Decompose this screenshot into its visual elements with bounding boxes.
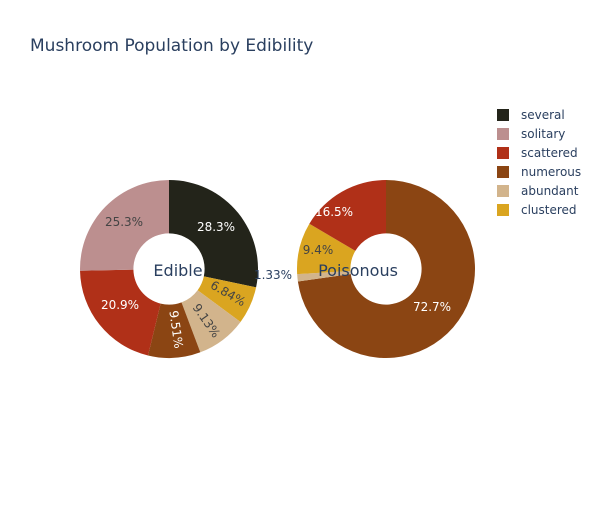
slice-abundant[interactable]: [181, 290, 241, 353]
slice-solitary[interactable]: [80, 180, 169, 271]
legend-item-scattered[interactable]: scattered: [497, 146, 578, 160]
legend-swatch: [497, 166, 509, 178]
pie-center-label: Edible: [153, 261, 202, 280]
slice-label-abundant: 1.33%: [254, 268, 292, 282]
slice-label-numerous: 72.7%: [413, 300, 451, 314]
slice-clustered[interactable]: [296, 223, 356, 275]
legend-label: solitary: [521, 127, 565, 141]
slice-label-scattered: 20.9%: [101, 298, 139, 312]
legend-label: abundant: [521, 184, 579, 198]
legend-swatch: [497, 109, 509, 121]
slice-numerous[interactable]: [148, 302, 201, 358]
legend-swatch: [497, 185, 509, 197]
legend-item-clustered[interactable]: clustered: [497, 203, 577, 217]
pie-poisonous: 72.7% 1.33% 9.4% 16.5% Poisonous: [254, 180, 475, 358]
legend-item-several[interactable]: several: [497, 108, 565, 122]
legend-label: several: [521, 108, 565, 122]
legend-item-solitary[interactable]: solitary: [497, 127, 565, 141]
legend-item-numerous[interactable]: numerous: [497, 165, 581, 179]
slice-label-numerous: 9.51%: [166, 310, 185, 350]
legend[interactable]: several solitary scattered numerous abundant…: [497, 108, 581, 217]
legend-item-abundant[interactable]: abundant: [497, 184, 579, 198]
slice-label-several: 28.3%: [197, 220, 235, 234]
pie-charts: 28.3%6.84%9.13%9.51%20.9%25.3%Edible72.7…: [80, 180, 475, 358]
legend-swatch: [497, 204, 509, 216]
chart-title: Mushroom Population by Edibility: [30, 36, 313, 56]
pie-center-label: Poisonous: [318, 261, 398, 280]
legend-swatch: [497, 147, 509, 159]
slice-clustered[interactable]: [197, 276, 257, 322]
pie-edible: 28.3%6.84%9.13%9.51%20.9%25.3%Edible: [80, 180, 258, 358]
slice-numerous[interactable]: [297, 180, 475, 358]
slice-scattered[interactable]: [80, 269, 161, 356]
slice-abundant[interactable]: [297, 271, 351, 282]
slice-label-solitary: 25.3%: [105, 215, 143, 229]
legend-label: clustered: [521, 203, 577, 217]
slice-scattered[interactable]: [309, 180, 386, 251]
slice-label-scattered: 16.5%: [315, 205, 353, 219]
legend-label: scattered: [521, 146, 578, 160]
slice-label-clustered: 9.4%: [303, 243, 334, 257]
legend-label: numerous: [521, 165, 581, 179]
slice-several[interactable]: [169, 180, 258, 288]
legend-swatch: [497, 128, 509, 140]
